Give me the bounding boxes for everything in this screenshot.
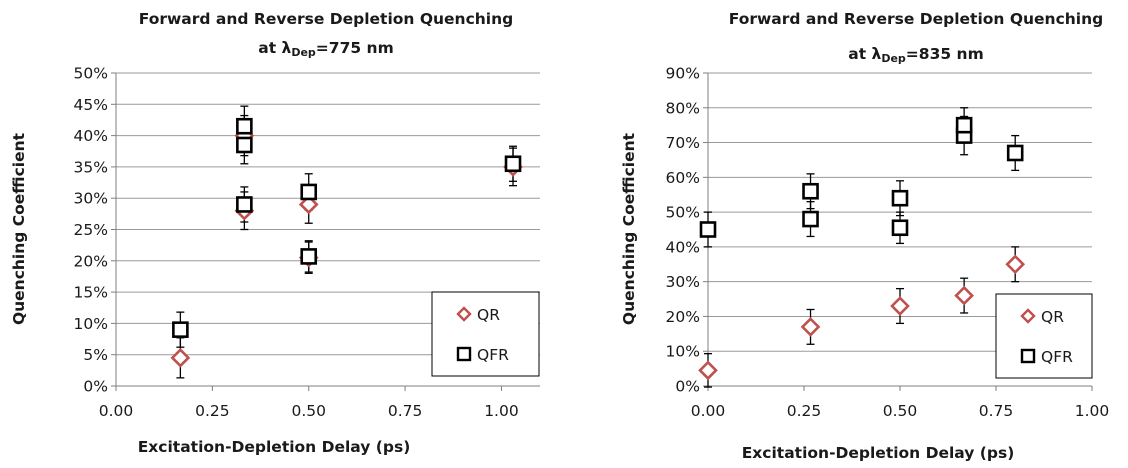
qr-marker — [1005, 254, 1026, 275]
qr-marker — [298, 194, 319, 215]
legend-label: QR — [1041, 308, 1064, 326]
chart-subtitle: at λDep=835 nm — [848, 45, 983, 65]
qr-marker — [698, 360, 718, 381]
qfr-marker — [955, 116, 973, 134]
x-tick-label: 0.25 — [195, 402, 230, 420]
chart-1: Forward and Reverse Depletion Quenching a… — [10, 10, 540, 456]
y-tick-label: 70% — [666, 134, 700, 152]
legend-box — [995, 293, 1093, 379]
x-tick-label: 0.50 — [883, 402, 918, 420]
qfr-marker — [300, 248, 318, 265]
x-tick-label: 0.00 — [99, 402, 134, 420]
y-axis-label: Quenching Coefficient — [620, 132, 638, 325]
y-tick-label: 30% — [666, 273, 700, 291]
x-tick-label: 1.00 — [1075, 402, 1110, 420]
qfr-marker — [236, 196, 253, 213]
qfr-marker — [236, 117, 253, 135]
qfr-marker — [1006, 144, 1024, 162]
y-tick-label: 40% — [666, 238, 700, 256]
qfr-marker — [891, 189, 909, 207]
x-axis-label: Excitation-Depletion Delay (ps) — [138, 438, 411, 456]
qfr-marker — [802, 182, 819, 200]
x-tick-label: 0.75 — [979, 402, 1014, 420]
chart-title: Forward and Reverse Depletion Quenching — [139, 10, 514, 28]
x-tick-label: 0.00 — [691, 402, 726, 420]
y-axis-label: Quenching Coefficient — [10, 132, 28, 325]
qfr-marker — [699, 221, 717, 238]
y-tick-label: 10% — [666, 343, 700, 361]
qfr-marker — [802, 210, 819, 228]
qr-marker — [890, 296, 910, 316]
legend-box — [431, 291, 540, 377]
legend-qfr-marker — [1020, 348, 1036, 364]
y-tick-label: 0% — [83, 378, 108, 396]
chart-2: Forward and Reverse Depletion Quenching a… — [620, 10, 1109, 462]
qfr-marker — [504, 155, 522, 173]
y-tick-label: 45% — [74, 96, 108, 114]
y-tick-label: 30% — [74, 190, 108, 208]
x-tick-label: 1.00 — [484, 402, 519, 420]
y-tick-label: 35% — [74, 158, 108, 176]
y-tick-label: 80% — [666, 99, 700, 117]
y-tick-label: 90% — [666, 65, 700, 83]
qfr-marker — [300, 183, 318, 201]
legend-label: QFR — [477, 346, 509, 364]
qfr-marker — [236, 136, 253, 154]
qr-marker — [170, 347, 191, 368]
qr-marker — [800, 317, 821, 337]
y-tick-label: 10% — [74, 315, 108, 333]
y-tick-label: 15% — [74, 284, 108, 302]
qfr-marker — [172, 321, 189, 338]
x-axis-label: Excitation-Depletion Delay (ps) — [742, 444, 1015, 462]
legend-label: QR — [477, 306, 500, 324]
y-tick-label: 50% — [666, 204, 700, 222]
y-tick-label: 25% — [74, 221, 108, 239]
y-tick-label: 5% — [83, 346, 108, 364]
y-tick-label: 20% — [666, 308, 700, 326]
y-tick-label: 40% — [74, 127, 108, 145]
legend-qr-marker — [1020, 308, 1036, 324]
legend-label: QFR — [1041, 348, 1073, 366]
y-tick-label: 50% — [74, 65, 108, 83]
chart-subtitle: at λDep=775 nm — [258, 39, 393, 59]
chart-title: Forward and Reverse Depletion Quenching — [729, 10, 1104, 28]
x-tick-label: 0.75 — [388, 402, 423, 420]
y-tick-label: 20% — [74, 252, 108, 270]
qr-marker — [954, 285, 974, 306]
x-tick-label: 0.50 — [291, 402, 326, 420]
legend: QR QFR — [995, 293, 1093, 379]
y-tick-label: 0% — [675, 378, 700, 396]
legend: QR QFR — [431, 291, 540, 377]
legend-qr-marker — [456, 306, 472, 322]
y-tick-label: 60% — [666, 169, 700, 187]
qfr-marker — [891, 219, 909, 237]
legend-qfr-marker — [456, 346, 472, 362]
x-tick-label: 0.25 — [787, 402, 822, 420]
